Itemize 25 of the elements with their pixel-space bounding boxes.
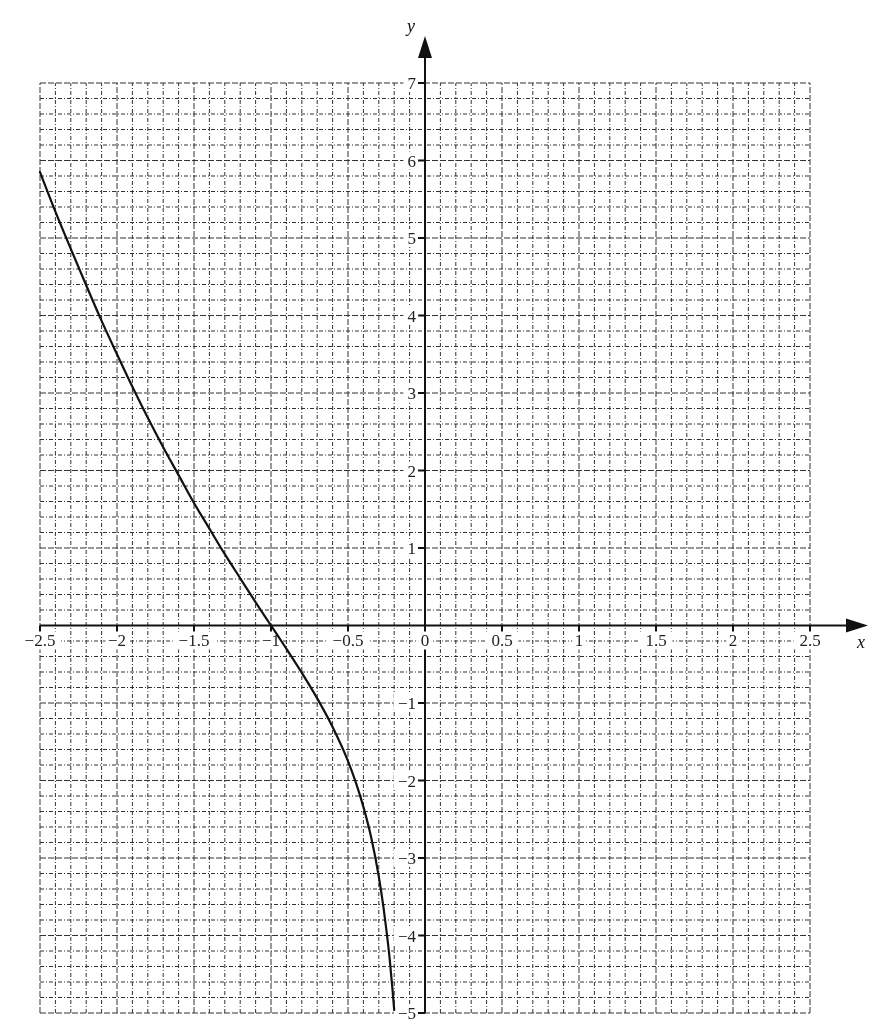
y-tick-label: 5 (407, 229, 416, 248)
x-tick-label: 0.5 (491, 630, 513, 650)
y-tick-label: −4 (397, 926, 417, 946)
x-tick-label: −1.5 (178, 630, 210, 650)
x-tick-label: 0 (420, 630, 430, 650)
y-axis-title: y (405, 16, 415, 36)
y-tick-label: −2 (397, 771, 416, 791)
x-tick-label: 2 (728, 630, 738, 650)
y-tick-label: 4 (407, 306, 417, 326)
x-tick-label: −2.5 (24, 630, 56, 650)
y-tick-label: 3 (407, 384, 416, 403)
y-tick-label: 7 (407, 74, 417, 93)
x-tick-label: −1 (261, 630, 281, 650)
x-tick-label: 1.5 (645, 630, 667, 650)
y-tick-label: 2 (407, 461, 416, 481)
y-tick-label: 1 (407, 539, 416, 558)
y-tick-label: −5 (397, 1004, 416, 1023)
y-tick-label: 6 (407, 151, 416, 171)
x-tick-label: −0.5 (332, 630, 364, 650)
x-axis-title: x (856, 631, 865, 652)
x-tick-label: 2.5 (799, 630, 821, 650)
x-tick-label: −2 (107, 630, 127, 650)
y-tick-label: −3 (397, 849, 416, 868)
y-tick-label: −1 (397, 694, 416, 713)
x-tick-label: 1 (574, 630, 584, 650)
